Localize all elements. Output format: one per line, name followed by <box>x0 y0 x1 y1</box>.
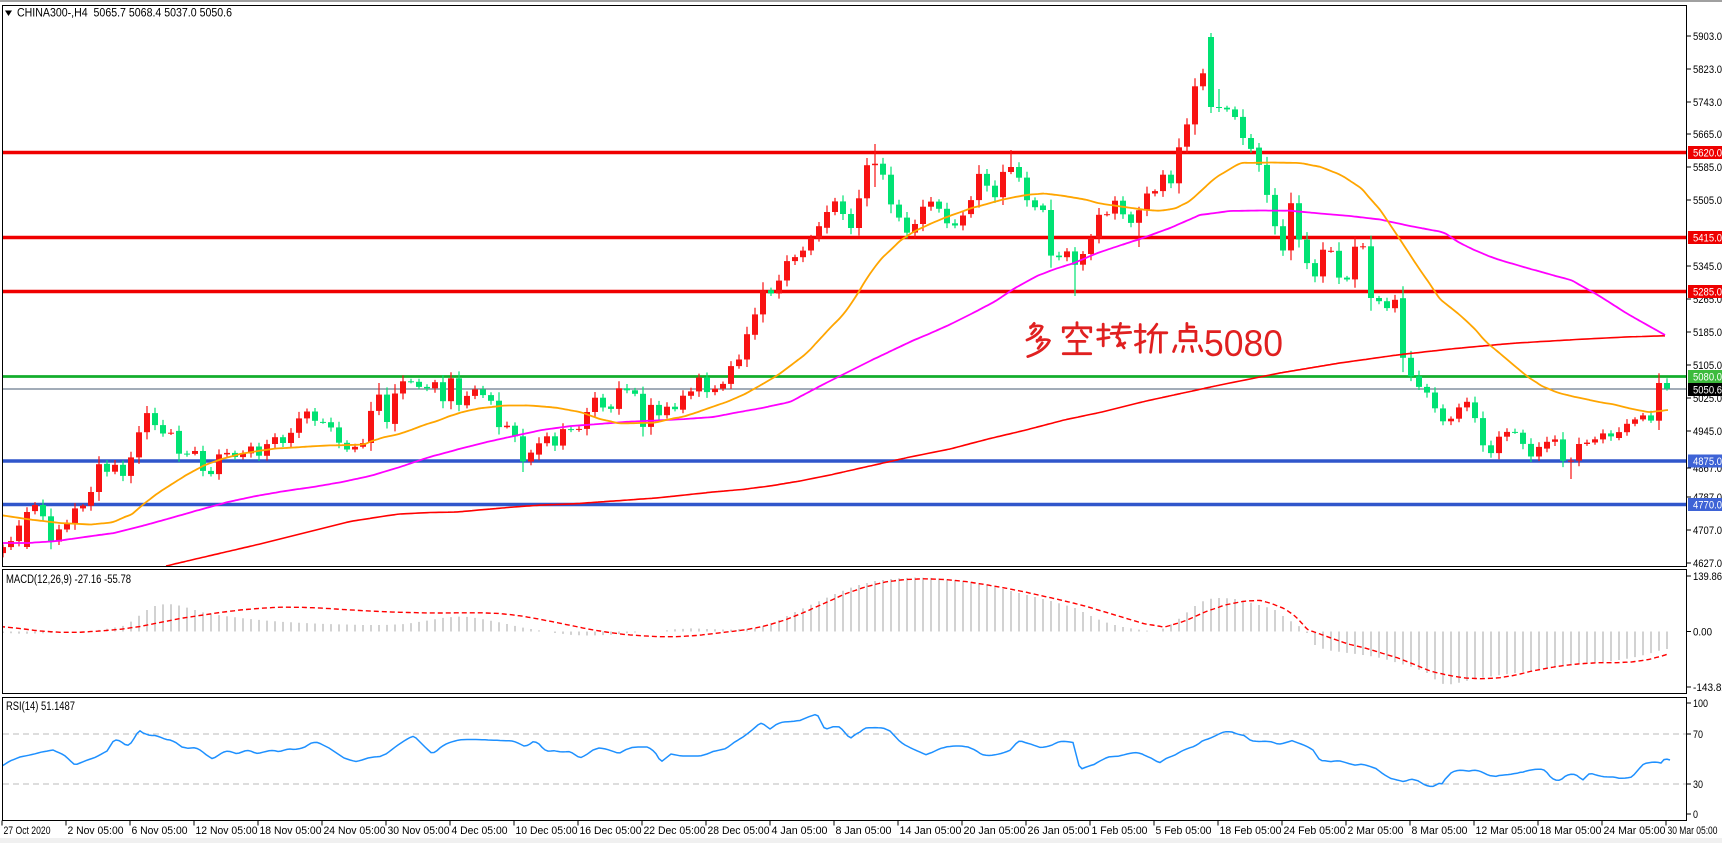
svg-text:2 Mar 05:00: 2 Mar 05:00 <box>1348 825 1404 837</box>
svg-text:4945.0: 4945.0 <box>1693 426 1722 438</box>
svg-text:4 Jan 05:00: 4 Jan 05:00 <box>772 825 828 837</box>
svg-text:14 Jan 05:00: 14 Jan 05:00 <box>900 825 962 837</box>
svg-text:16 Dec 05:00: 16 Dec 05:00 <box>580 825 642 837</box>
svg-text:5620.0: 5620.0 <box>1693 148 1722 160</box>
svg-text:5080: 5080 <box>1204 323 1283 364</box>
svg-text:2 Nov 05:00: 2 Nov 05:00 <box>68 825 124 837</box>
svg-text:5345.0: 5345.0 <box>1693 261 1722 273</box>
svg-text:MACD(12,26,9) -27.16 -55.78: MACD(12,26,9) -27.16 -55.78 <box>6 574 131 586</box>
svg-text:5105.0: 5105.0 <box>1693 360 1722 372</box>
svg-text:5665.0: 5665.0 <box>1693 129 1722 141</box>
svg-text:4707.0: 4707.0 <box>1693 525 1722 537</box>
svg-text:5823.0: 5823.0 <box>1693 64 1722 76</box>
svg-text:0: 0 <box>1693 809 1698 821</box>
svg-text:26 Jan 05:00: 26 Jan 05:00 <box>1028 825 1090 837</box>
svg-text:5903.0: 5903.0 <box>1693 31 1722 43</box>
svg-text:24 Feb 05:00: 24 Feb 05:00 <box>1284 825 1346 837</box>
svg-text:70: 70 <box>1693 729 1703 741</box>
svg-text:24 Nov 05:00: 24 Nov 05:00 <box>324 825 386 837</box>
svg-text:RSI(14) 51.1487: RSI(14) 51.1487 <box>6 701 75 713</box>
svg-text:4770.0: 4770.0 <box>1693 500 1722 512</box>
svg-text:20 Jan 05:00: 20 Jan 05:00 <box>964 825 1026 837</box>
svg-text:6 Nov 05:00: 6 Nov 05:00 <box>132 825 188 837</box>
svg-text:27 Oct 2020: 27 Oct 2020 <box>4 825 51 837</box>
svg-text:4 Dec 05:00: 4 Dec 05:00 <box>452 825 508 837</box>
svg-text:5743.0: 5743.0 <box>1693 97 1722 109</box>
svg-text:0.00: 0.00 <box>1693 627 1712 639</box>
svg-text:18 Feb 05:00: 18 Feb 05:00 <box>1220 825 1282 837</box>
svg-text:5285.0: 5285.0 <box>1693 287 1722 299</box>
svg-text:139.86: 139.86 <box>1693 571 1722 583</box>
svg-text:12 Mar 05:00: 12 Mar 05:00 <box>1476 825 1538 837</box>
svg-text:12 Nov 05:00: 12 Nov 05:00 <box>196 825 258 837</box>
svg-text:10 Dec 05:00: 10 Dec 05:00 <box>516 825 578 837</box>
svg-text:5505.0: 5505.0 <box>1693 195 1722 207</box>
svg-text:30 Nov 05:00: 30 Nov 05:00 <box>388 825 450 837</box>
svg-text:8 Mar 05:00: 8 Mar 05:00 <box>1412 825 1468 837</box>
svg-text:30: 30 <box>1693 779 1703 791</box>
svg-text:8 Jan 05:00: 8 Jan 05:00 <box>836 825 892 837</box>
svg-text:30 Mar 05:00: 30 Mar 05:00 <box>1668 825 1718 837</box>
svg-text:5 Feb 05:00: 5 Feb 05:00 <box>1156 825 1212 837</box>
svg-text:24 Mar 05:00: 24 Mar 05:00 <box>1604 825 1666 837</box>
svg-text:5185.0: 5185.0 <box>1693 327 1722 339</box>
svg-text:18 Nov 05:00: 18 Nov 05:00 <box>260 825 322 837</box>
svg-text:28 Dec 05:00: 28 Dec 05:00 <box>708 825 770 837</box>
svg-text:22 Dec 05:00: 22 Dec 05:00 <box>644 825 706 837</box>
svg-text:5050.6: 5050.6 <box>1693 385 1722 397</box>
svg-text:100: 100 <box>1693 698 1708 710</box>
svg-text:1 Feb 05:00: 1 Feb 05:00 <box>1092 825 1148 837</box>
svg-text:18 Mar 05:00: 18 Mar 05:00 <box>1540 825 1602 837</box>
svg-text:5585.0: 5585.0 <box>1693 162 1722 174</box>
svg-text:4875.0: 4875.0 <box>1693 456 1722 468</box>
svg-text:5080.0: 5080.0 <box>1693 372 1722 384</box>
svg-text:-143.82: -143.82 <box>1693 682 1722 694</box>
svg-text:CHINA300-,H4 5065.7 5068.4 50: CHINA300-,H4 5065.7 5068.4 5037.0 5050.6 <box>17 8 232 20</box>
svg-text:5415.0: 5415.0 <box>1693 233 1722 245</box>
svg-text:4627.0: 4627.0 <box>1693 558 1722 570</box>
